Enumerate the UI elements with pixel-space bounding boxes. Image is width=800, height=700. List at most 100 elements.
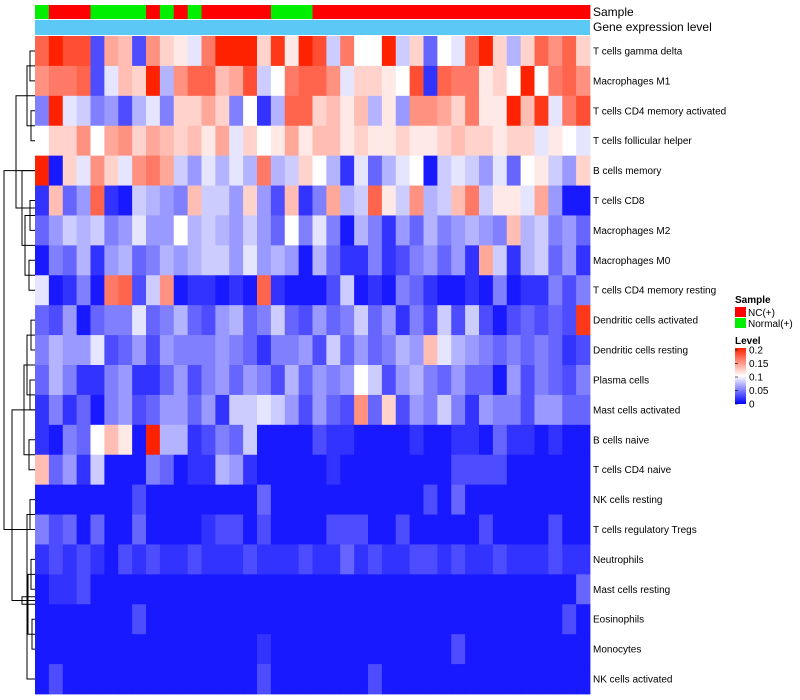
heatmap-cell [520,484,535,515]
heatmap-cell [284,454,300,486]
heatmap-cell [506,36,522,67]
heatmap-cell [76,95,91,127]
dendrogram-branch [3,170,35,530]
heatmap-cell [215,604,230,635]
heatmap-cell [270,275,286,306]
heatmap-cell [159,604,175,635]
heatmap-cell [520,65,535,97]
heatmap-cell [451,664,466,695]
row-label: T cells CD4 naive [593,465,672,476]
heatmap-cell [118,544,133,575]
heatmap-cell [423,36,438,67]
heatmap-cell [298,36,313,67]
row-label: B cells memory [593,166,661,177]
heatmap-cell [381,454,397,486]
heatmap-cell [340,544,355,575]
heatmap-cell [187,514,202,545]
heatmap-cell [76,514,91,545]
heatmap-cell [326,574,341,605]
heatmap-cell [215,36,230,67]
heatmap-cell [76,574,91,605]
heatmap-cell [62,424,78,456]
heatmap-cell [409,185,424,216]
heatmap-cell [104,155,119,186]
heatmap-cell [562,125,577,157]
heatmap-cell [284,514,300,545]
heatmap-cell [354,95,369,127]
heatmap-cell [118,275,133,306]
heatmap-cell [132,365,147,396]
heatmap-cell [479,95,494,127]
heatmap-cell [479,215,494,246]
heatmap-cell [492,95,508,127]
heatmap-cell [340,365,355,396]
heatmap-cell [506,275,522,306]
heatmap-cell [62,305,78,336]
heatmap-cell [534,65,549,97]
heatmap-cell [354,365,369,396]
heatmap-cell [312,125,327,157]
legend-label-nc: NC(+) [748,308,775,319]
heatmap-cell [146,365,161,396]
heatmap-cell [104,335,119,366]
heatmap-cell [35,125,50,157]
heatmap-cell [326,36,341,67]
sample-annotation-cell [368,5,383,19]
heatmap-cell [76,305,91,336]
heatmap-cell [201,574,216,605]
heatmap-cell [187,604,202,635]
heatmap-cell [284,245,300,276]
sample-annotation-cell [479,5,494,19]
heatmap-cell [298,95,313,127]
row-label: T cells CD4 memory activated [593,106,726,117]
heatmap-cell [451,125,466,157]
heatmap-cell [201,664,216,695]
heatmap-cell [312,335,327,366]
heatmap-cell [173,604,189,635]
heatmap-cell [437,365,452,396]
heatmap-cell [395,245,411,276]
heatmap-cell [534,574,549,605]
legend-tick-label: 0.1 [749,373,763,384]
heatmap-cell [243,634,258,665]
heatmap-cell [201,604,216,635]
heatmap-cell [381,394,397,426]
heatmap-cell [159,275,175,306]
heatmap-cell [270,634,286,665]
heatmap-cell [562,365,577,396]
heatmap-cell [520,155,535,186]
heatmap-cell [368,185,383,216]
heatmap-cell [76,335,91,366]
heatmap-cell [284,574,300,605]
heatmap-cell [104,275,119,306]
heatmap-cell [76,484,91,515]
heatmap-cell [257,215,272,246]
heatmap-cell [48,185,64,216]
row-label: Macrophages M0 [593,256,671,267]
heatmap-cell [270,574,286,605]
heatmap-cell [270,484,286,515]
heatmap-cell [409,544,424,575]
legend: Sample NC(+) Normal(+) Level 0.20.150.10… [735,295,793,411]
heatmap-cell [284,604,300,635]
heatmap-cell [76,275,91,306]
heatmap-cell [132,484,147,515]
heatmap-cell [35,155,50,186]
heatmap-cell [437,185,452,216]
heatmap-cell [298,365,313,396]
heatmap-cells [35,36,591,695]
heatmap-cell [340,125,355,157]
heatmap-cell [395,65,411,97]
heatmap-cell [562,574,577,605]
heatmap-cell [368,394,383,426]
heatmap-cell [35,544,50,575]
heatmap-cell [479,604,494,635]
heatmap-cell [146,514,161,545]
heatmap-cell [451,36,466,67]
heatmap-cell [326,514,341,545]
sample-annotation-label: Sample [593,5,634,19]
heatmap-cell [340,65,355,97]
heatmap-cell [368,484,383,515]
heatmap-cell [270,664,286,695]
